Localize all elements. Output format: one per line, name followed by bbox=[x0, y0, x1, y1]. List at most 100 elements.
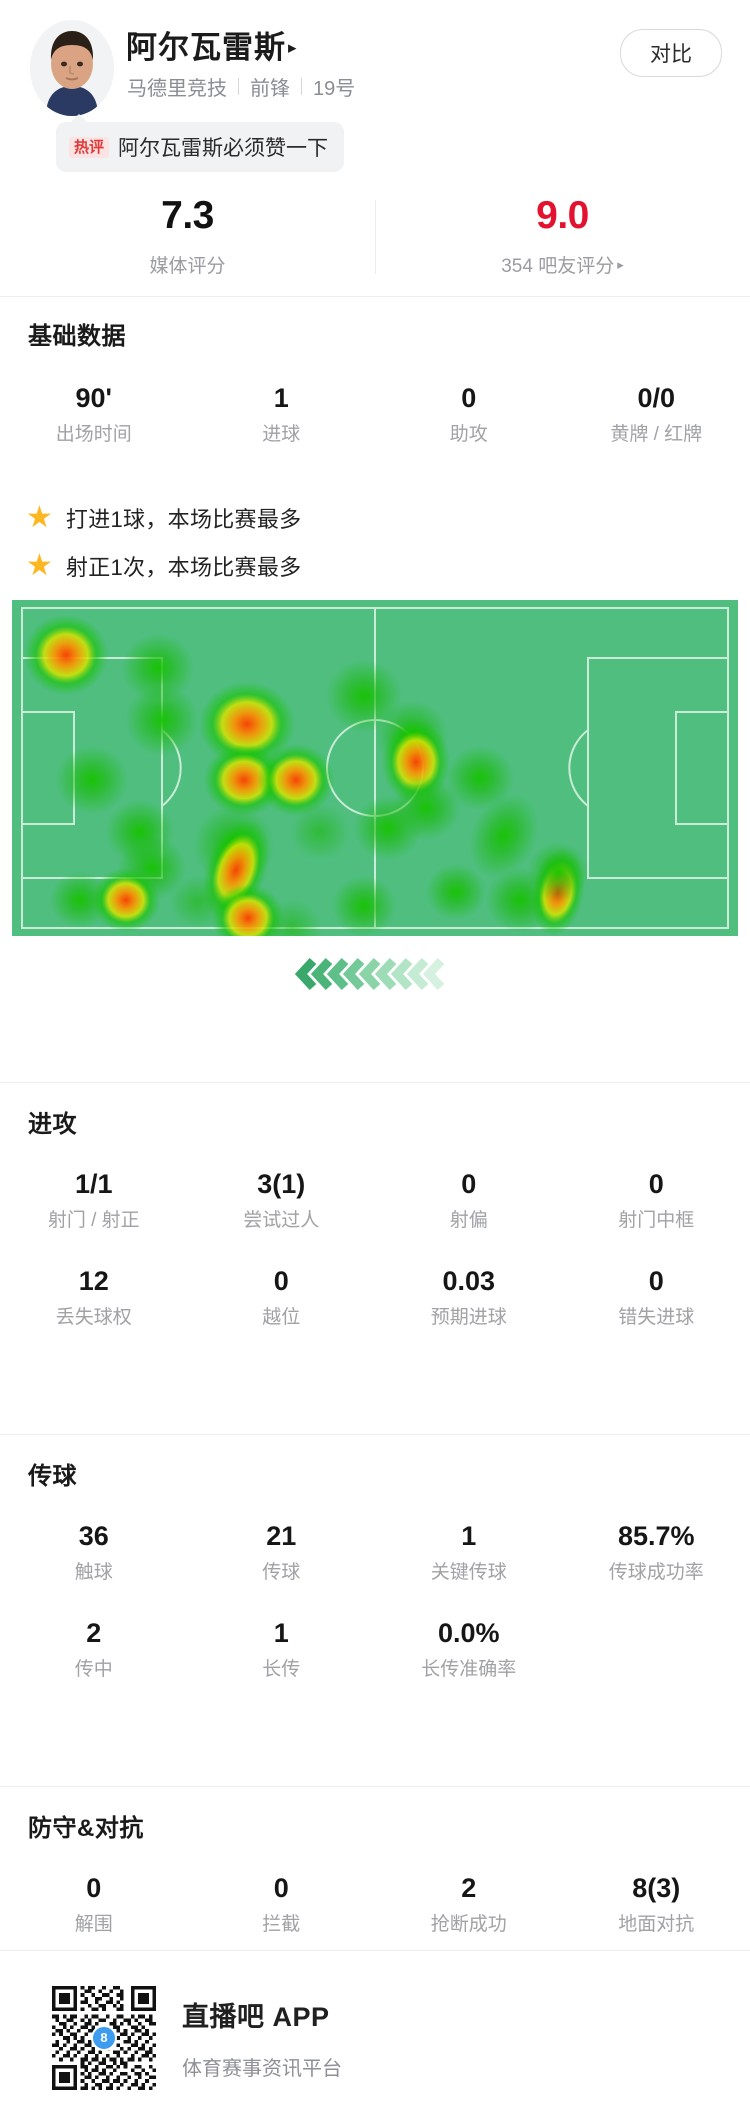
stat-label: 进球 bbox=[262, 424, 301, 445]
stat-label: 传球成功率 bbox=[608, 1562, 704, 1583]
stat-label: 长传 bbox=[262, 1659, 301, 1680]
stat-label: 拦截 bbox=[262, 1914, 301, 1935]
fan-rating[interactable]: 9.0 354 吧友评分 ▸ bbox=[375, 196, 750, 288]
stat-label: 长传准确率 bbox=[421, 1659, 517, 1680]
star-icon: ★ bbox=[26, 549, 53, 582]
stat-cell: 0 拦截 bbox=[188, 1873, 376, 1935]
stat-value: 8(3) bbox=[632, 1873, 681, 1903]
stat-value: 0 bbox=[273, 1266, 289, 1296]
defense-section-title: 防守&对抗 bbox=[28, 1815, 144, 1842]
stat-label: 丢失球权 bbox=[55, 1307, 132, 1328]
player-avatar-icon bbox=[30, 20, 114, 116]
attack-section: 进攻 1/1 射门 / 射正 3(1) 尝试过人 0 射偏 0 射门中框 12 … bbox=[0, 1104, 750, 1327]
footer-app-title: 直播吧 APP bbox=[182, 2001, 330, 2032]
passing-stat-row-1: 36 触球 21 传球 1 关键传球 85.7% 传球成功率 bbox=[0, 1521, 750, 1583]
hot-comment-text: 阿尔瓦雷斯必须赞一下 bbox=[118, 137, 329, 160]
stat-cell: 0 射门中框 bbox=[563, 1169, 750, 1231]
stat-value: 1/1 bbox=[74, 1169, 113, 1199]
avatar[interactable] bbox=[30, 20, 114, 116]
footer-texts: 直播吧 APP 体育赛事资讯平台 bbox=[182, 1995, 342, 2081]
highlight-text: 打进1球，本场比赛最多 bbox=[65, 507, 302, 532]
attack-stat-row-2: 12 丢失球权 0 越位 0.03 预期进球 0 错失进球 bbox=[0, 1266, 750, 1328]
highlight-item: ★ 射正1次，本场比赛最多 bbox=[0, 542, 750, 590]
fan-rating-label-text: 354 吧友评分 bbox=[501, 256, 615, 277]
player-name-row[interactable]: 阿尔瓦雷斯 ▸ bbox=[126, 22, 297, 67]
heatmap-section bbox=[0, 600, 750, 1012]
player-position: 前锋 bbox=[250, 78, 290, 100]
fan-rating-label[interactable]: 354 吧友评分 ▸ bbox=[501, 251, 624, 278]
qr-center-badge: 8 bbox=[91, 2024, 117, 2051]
player-name: 阿尔瓦雷斯 bbox=[126, 30, 286, 65]
highlights: ★ 打进1球，本场比赛最多 ★ 射正1次，本场比赛最多 bbox=[0, 494, 750, 590]
stat-label: 尝试过人 bbox=[243, 1210, 320, 1231]
stat-cell: 0 助攻 bbox=[375, 385, 563, 445]
media-rating-label-text: 媒体评分 bbox=[149, 256, 226, 277]
stat-cell: 8(3) 地面对抗 bbox=[563, 1873, 750, 1935]
attack-stat-row-1: 1/1 射门 / 射正 3(1) 尝试过人 0 射偏 0 射门中框 bbox=[0, 1169, 750, 1231]
stat-cell: 1/1 射门 / 射正 bbox=[0, 1169, 188, 1231]
stat-cell: 0 错失进球 bbox=[563, 1266, 750, 1328]
heatmap-pitch[interactable] bbox=[12, 600, 738, 936]
media-rating-label: 媒体评分 bbox=[149, 251, 225, 278]
media-rating: 7.3 媒体评分 bbox=[0, 196, 375, 288]
player-header: 阿尔瓦雷斯 ▸ 马德里竞技 前锋 19号 对比 bbox=[0, 0, 750, 120]
stat-value: 36 bbox=[78, 1521, 109, 1551]
qr-code-icon[interactable]: 8 bbox=[52, 1985, 156, 2090]
section-divider bbox=[0, 296, 750, 297]
section-divider bbox=[0, 1786, 750, 1787]
stat-value: 0 bbox=[648, 1266, 664, 1296]
stat-cell: 2 抢断成功 bbox=[375, 1875, 563, 1935]
stat-value: 0 bbox=[648, 1169, 664, 1199]
passing-section: 传球 36 触球 21 传球 1 关键传球 85.7% 传球成功率 2 传中 bbox=[0, 1456, 750, 1679]
stat-value: 1 bbox=[273, 1618, 289, 1648]
pitch-lines bbox=[12, 600, 738, 936]
hot-comment-bubble[interactable]: 热评 阿尔瓦雷斯必须赞一下 bbox=[56, 114, 345, 172]
player-number: 19号 bbox=[313, 78, 356, 100]
chevron-left-icon bbox=[295, 957, 445, 991]
meta-divider bbox=[301, 78, 302, 95]
compare-button[interactable]: 对比 bbox=[620, 29, 722, 77]
highlight-item: ★ 打进1球，本场比赛最多 bbox=[0, 494, 750, 542]
stat-label: 黄牌 / 红牌 bbox=[610, 424, 703, 445]
stat-value: 0.03 bbox=[442, 1266, 496, 1296]
stat-value: 1 bbox=[461, 1521, 477, 1551]
media-rating-value: 7.3 bbox=[161, 194, 214, 237]
ratings-row: 7.3 媒体评分 9.0 354 吧友评分 ▸ bbox=[0, 196, 750, 288]
stat-cell: 21 传球 bbox=[188, 1523, 376, 1583]
stat-value: 85.7% bbox=[617, 1521, 695, 1551]
stat-value: 12 bbox=[78, 1266, 109, 1296]
stat-value: 0 bbox=[273, 1873, 289, 1903]
stat-cell: 12 丢失球权 bbox=[0, 1266, 188, 1328]
stat-value: 0.0% bbox=[437, 1618, 500, 1648]
stat-cell: 0 越位 bbox=[188, 1266, 376, 1328]
stat-label: 错失进球 bbox=[618, 1307, 695, 1328]
stat-cell: 3(1) 尝试过人 bbox=[188, 1171, 376, 1231]
stat-cell: 0/0 黄牌 / 红牌 bbox=[563, 383, 750, 445]
stat-label: 射门 / 射正 bbox=[47, 1210, 140, 1231]
basic-stat-row: 90' 出场时间 1 进球 0 助攻 0/0 黄牌 / 红牌 bbox=[0, 383, 750, 445]
meta-divider bbox=[238, 78, 239, 95]
stat-label: 射门中框 bbox=[618, 1210, 695, 1231]
fan-rating-value: 9.0 bbox=[536, 194, 589, 237]
hot-comment-badge: 热评 bbox=[69, 136, 110, 158]
hot-comment[interactable]: 热评 阿尔瓦雷斯必须赞一下 bbox=[56, 114, 345, 172]
footer-app-subtitle: 体育赛事资讯平台 bbox=[182, 2057, 342, 2080]
stat-value: 0/0 bbox=[637, 383, 676, 413]
section-divider bbox=[0, 1434, 750, 1435]
stat-value: 90' bbox=[75, 383, 112, 413]
star-icon: ★ bbox=[26, 501, 53, 534]
stat-label: 抢断成功 bbox=[430, 1914, 507, 1935]
stat-label: 射偏 bbox=[449, 1210, 488, 1231]
stat-value: 0 bbox=[86, 1873, 102, 1903]
stat-label: 出场时间 bbox=[55, 424, 132, 445]
stat-label: 地面对抗 bbox=[618, 1914, 695, 1935]
stat-cell: 1 关键传球 bbox=[375, 1521, 563, 1583]
attack-section-title: 进攻 bbox=[28, 1111, 77, 1138]
defense-stat-row-1: 0 解围 0 拦截 2 抢断成功 8(3) 地面对抗 bbox=[0, 1873, 750, 1935]
app-footer: 8 直播吧 APP 体育赛事资讯平台 bbox=[0, 1950, 750, 2124]
stat-value: 2 bbox=[86, 1618, 102, 1648]
stat-cell: 85.7% 传球成功率 bbox=[563, 1521, 750, 1583]
stat-label: 越位 bbox=[262, 1307, 301, 1328]
chevron-right-icon: ▸ bbox=[288, 38, 297, 57]
